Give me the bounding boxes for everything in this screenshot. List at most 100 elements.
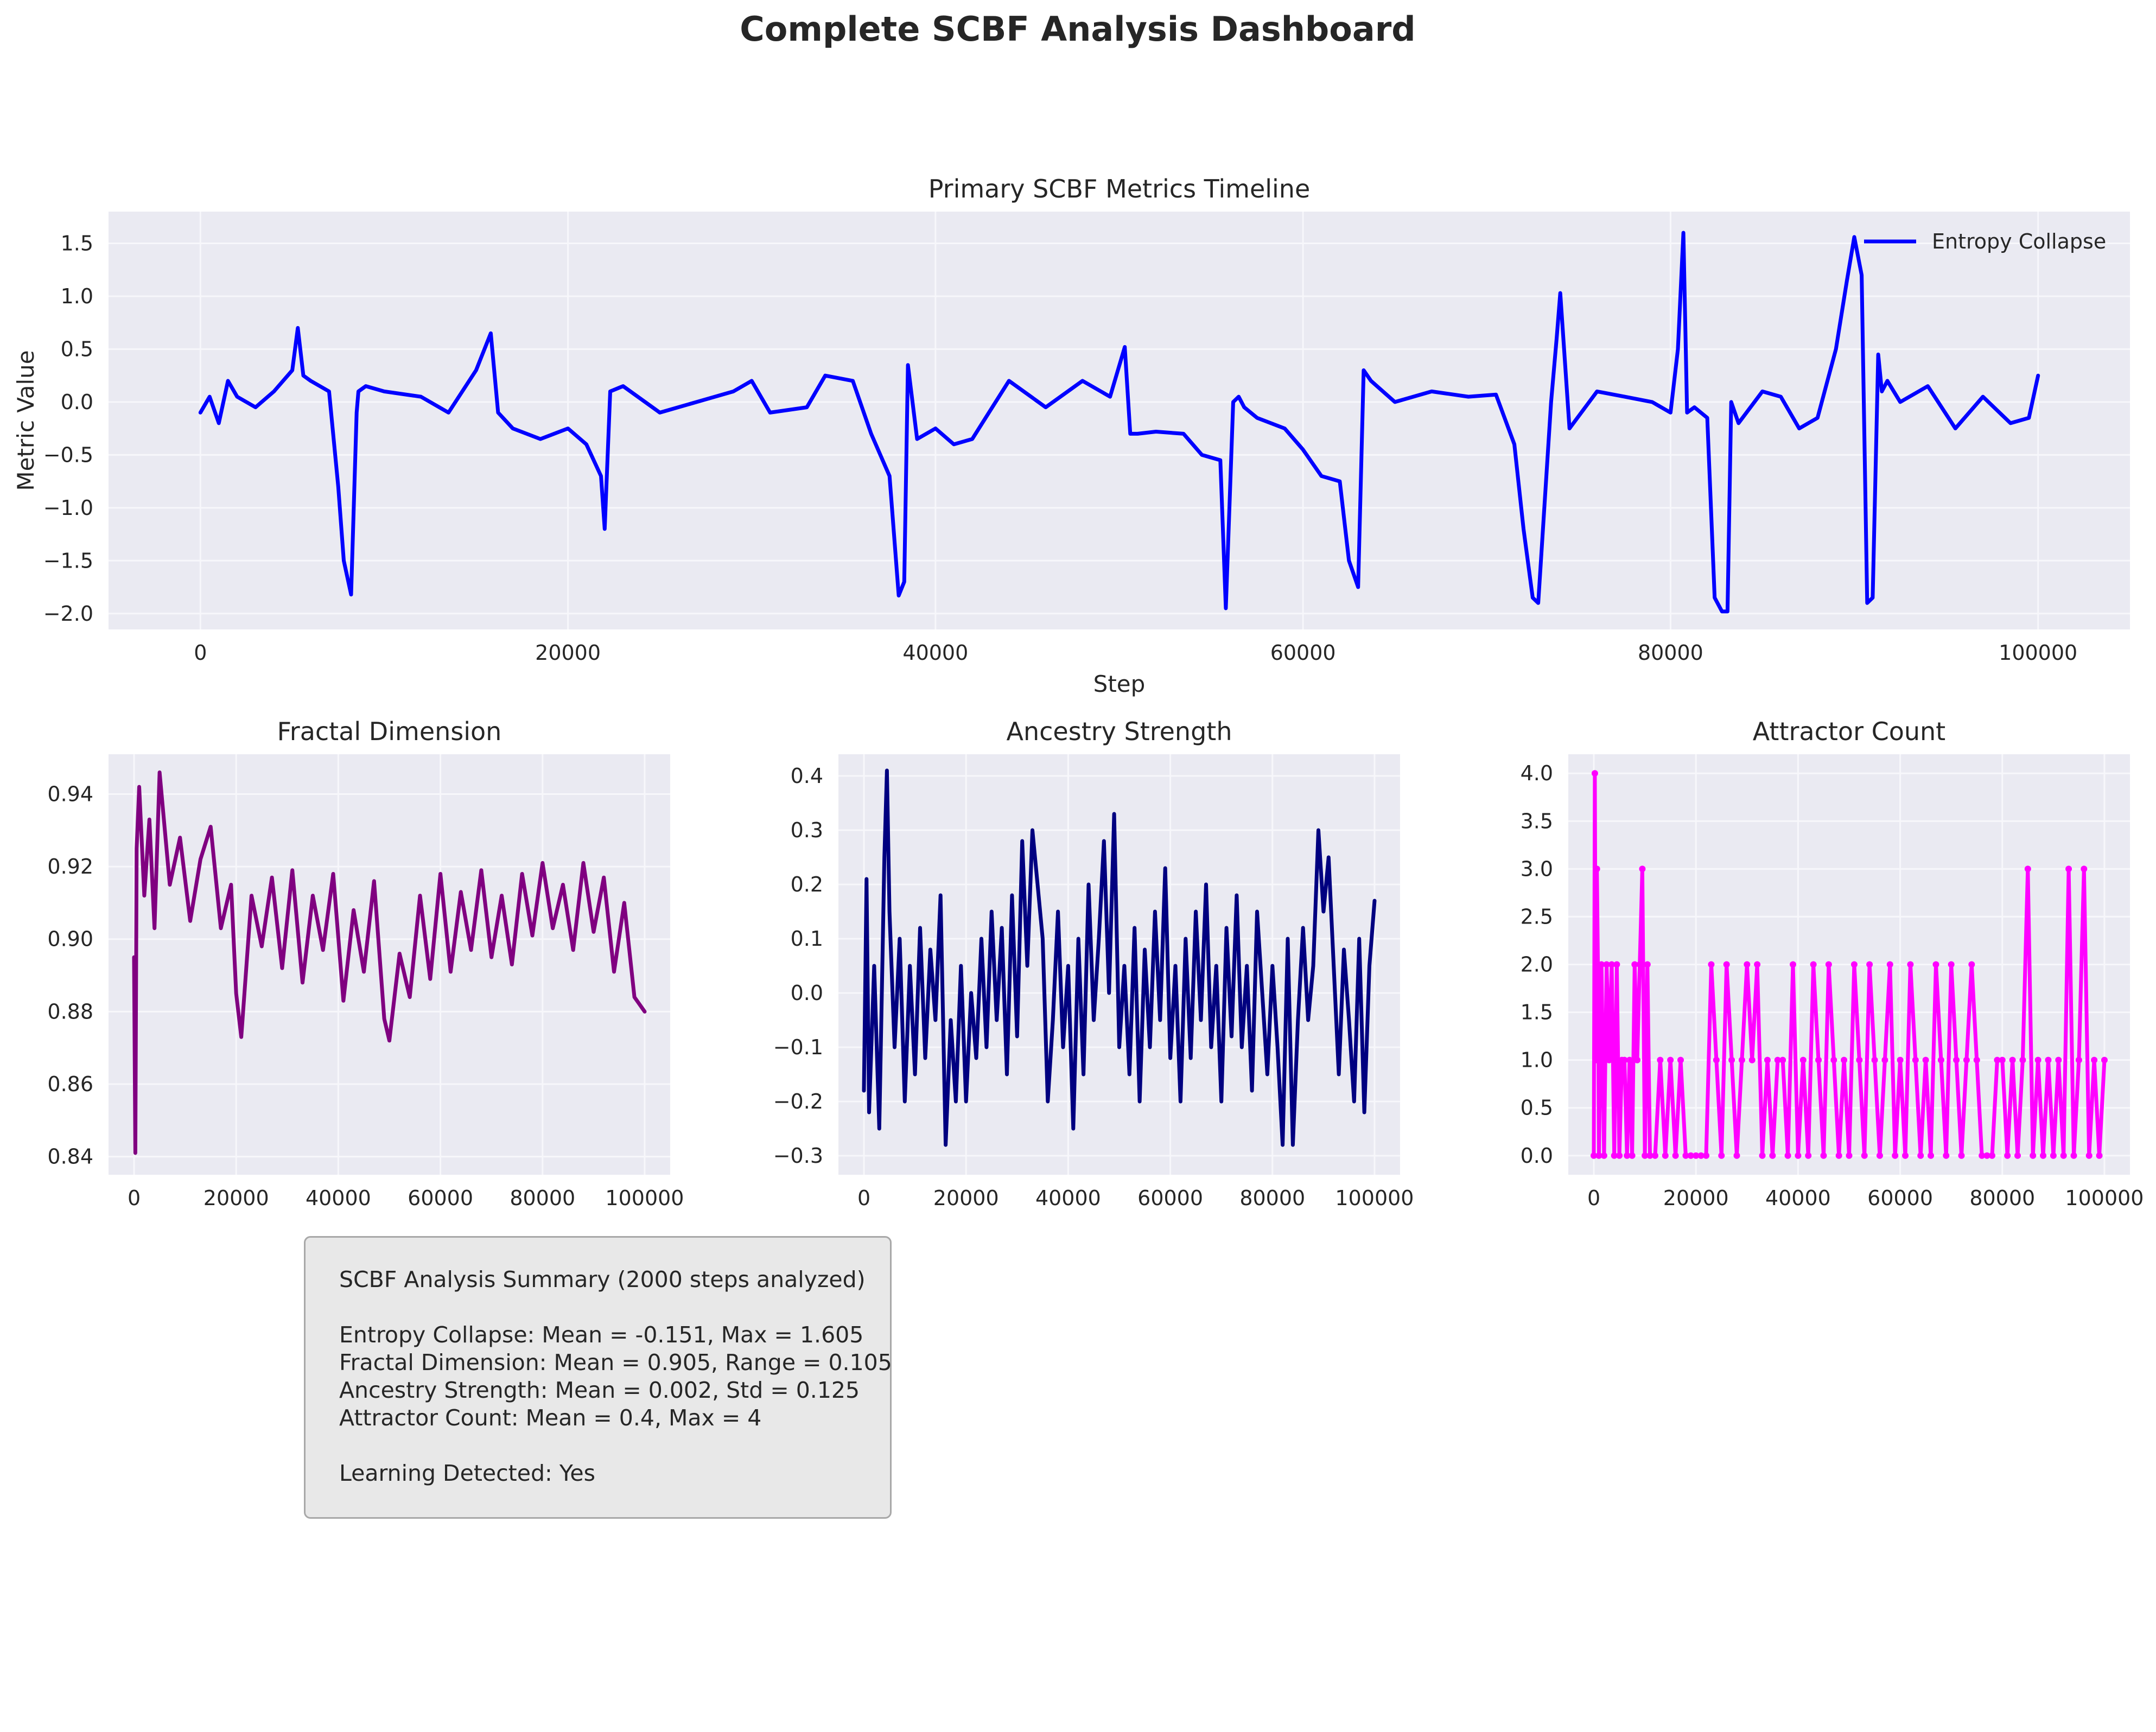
data-point [1759, 1152, 1766, 1159]
x-tick-label: 40000 [1765, 1186, 1831, 1210]
y-tick-label: −0.5 [43, 443, 93, 467]
data-point [1928, 1152, 1935, 1159]
data-point [1636, 961, 1643, 968]
y-tick-label: 2.5 [1521, 905, 1553, 928]
data-point [1646, 1152, 1653, 1159]
y-tick-label: −0.2 [773, 1090, 823, 1113]
y-tick-label: 2.0 [1521, 953, 1553, 977]
data-point [1723, 961, 1730, 968]
data-point [1917, 1152, 1924, 1159]
fractal-dimension-chart: 0 20000 40000 60000 80000 100000 0.84 0.86 0.88 0… [47, 717, 684, 1210]
x-tick-label: 20000 [203, 1186, 269, 1210]
x-tick-label: 40000 [306, 1186, 371, 1210]
data-point [1841, 1056, 1848, 1064]
summary-entropy-line: Entropy Collapse: Mean = -0.151, Max = 1… [339, 1322, 864, 1348]
summary-title: SCBF Analysis Summary (2000 steps analyz… [339, 1266, 866, 1292]
y-tick-label: 0.1 [791, 927, 823, 951]
data-point [1624, 1152, 1631, 1159]
data-point [1948, 961, 1955, 968]
data-point [1958, 1152, 1965, 1159]
data-point [2024, 865, 2031, 873]
data-point [2030, 1152, 2037, 1159]
y-tick-label: 1.5 [61, 231, 93, 255]
data-point [1657, 1056, 1664, 1064]
data-point [1815, 1056, 1822, 1064]
data-point [1697, 1152, 1705, 1159]
data-point [1616, 1152, 1623, 1159]
data-point [2091, 1056, 2098, 1064]
x-tick-label: 60000 [1867, 1186, 1933, 1210]
data-point [2065, 865, 2072, 873]
data-point [1881, 1056, 1888, 1064]
data-point [1999, 1056, 2006, 1064]
chart-title: Attractor Count [1753, 717, 1945, 746]
data-point [1600, 1152, 1607, 1159]
y-tick-label: 0.88 [47, 999, 93, 1023]
data-point [1912, 1056, 1919, 1064]
data-point [1922, 1056, 1929, 1064]
data-point [1937, 1056, 1944, 1064]
data-point [1907, 961, 1914, 968]
data-point [1634, 1056, 1641, 1064]
data-point [1764, 1056, 1771, 1064]
x-tick-label: 40000 [1035, 1186, 1101, 1210]
y-tick-label: 1.5 [1521, 1001, 1553, 1024]
data-point [1631, 961, 1638, 968]
summary-ancestry-line: Ancestry Strength: Mean = 0.002, Std = 0… [339, 1377, 860, 1403]
data-point [1595, 1152, 1602, 1159]
data-point [1718, 1152, 1725, 1159]
x-tick-label: 80000 [510, 1186, 575, 1210]
data-point [1983, 1152, 1990, 1159]
summary-spacer [339, 1432, 890, 1460]
y-tick-label: 0.90 [47, 927, 93, 951]
y-tick-label: 1.0 [61, 284, 93, 308]
data-point [1639, 865, 1646, 873]
data-point [1662, 1152, 1669, 1159]
summary-spacer [339, 1294, 890, 1321]
y-tick-label: 0.94 [47, 782, 93, 806]
x-tick-label: 100000 [2065, 1186, 2144, 1210]
data-point [1953, 1056, 1960, 1064]
series-line [198, 231, 2040, 614]
data-point [2081, 865, 2088, 873]
data-point [1892, 1152, 1899, 1159]
data-point [1642, 1152, 1649, 1159]
data-point [2009, 1056, 2016, 1064]
x-tick-label: 100000 [1335, 1186, 1414, 1210]
data-point [1703, 1152, 1710, 1159]
data-point [1979, 1152, 1986, 1159]
y-tick-label: 1.0 [1521, 1048, 1553, 1072]
y-tick-label: 0.4 [791, 764, 823, 788]
data-point [1687, 1152, 1694, 1159]
data-point [1886, 961, 1893, 968]
series-line [862, 768, 1377, 1147]
data-point [1629, 1152, 1636, 1159]
data-point [1677, 1056, 1684, 1064]
y-tick-label: 3.5 [1521, 809, 1553, 833]
summary-box: SCBF Analysis Summary (2000 steps analyz… [304, 1236, 892, 1519]
y-tick-label: −2.0 [43, 602, 93, 626]
data-point [1963, 1056, 1970, 1064]
data-point [1871, 1056, 1878, 1064]
y-tick-label: −0.3 [773, 1144, 823, 1168]
y-tick-label: 0.0 [791, 981, 823, 1005]
y-tick-label: −1.5 [43, 549, 93, 572]
plot-background [109, 754, 670, 1175]
y-tick-label: 0.92 [47, 855, 93, 878]
legend-label: Entropy Collapse [1932, 230, 2106, 253]
data-point [1608, 961, 1615, 968]
x-tick-label: 80000 [1969, 1186, 2035, 1210]
data-point [1682, 1152, 1689, 1159]
data-point [1672, 1152, 1679, 1159]
data-point [1592, 1056, 1599, 1064]
data-point [1897, 1056, 1904, 1064]
summary-learning-line: Learning Detected: Yes [339, 1460, 596, 1486]
x-tick-label: 100000 [605, 1186, 684, 1210]
x-tick-label: 60000 [1270, 641, 1336, 665]
data-point [2019, 1056, 2026, 1064]
chart-title: Ancestry Strength [1007, 717, 1232, 746]
chart-title: Fractal Dimension [277, 717, 502, 746]
y-tick-label: 0.5 [61, 337, 93, 361]
attractor-count-chart: 0 20000 40000 60000 80000 100000 0.0 0.5 1.0 1.5 2… [1521, 717, 2144, 1210]
y-tick-label: 0.86 [47, 1072, 93, 1096]
